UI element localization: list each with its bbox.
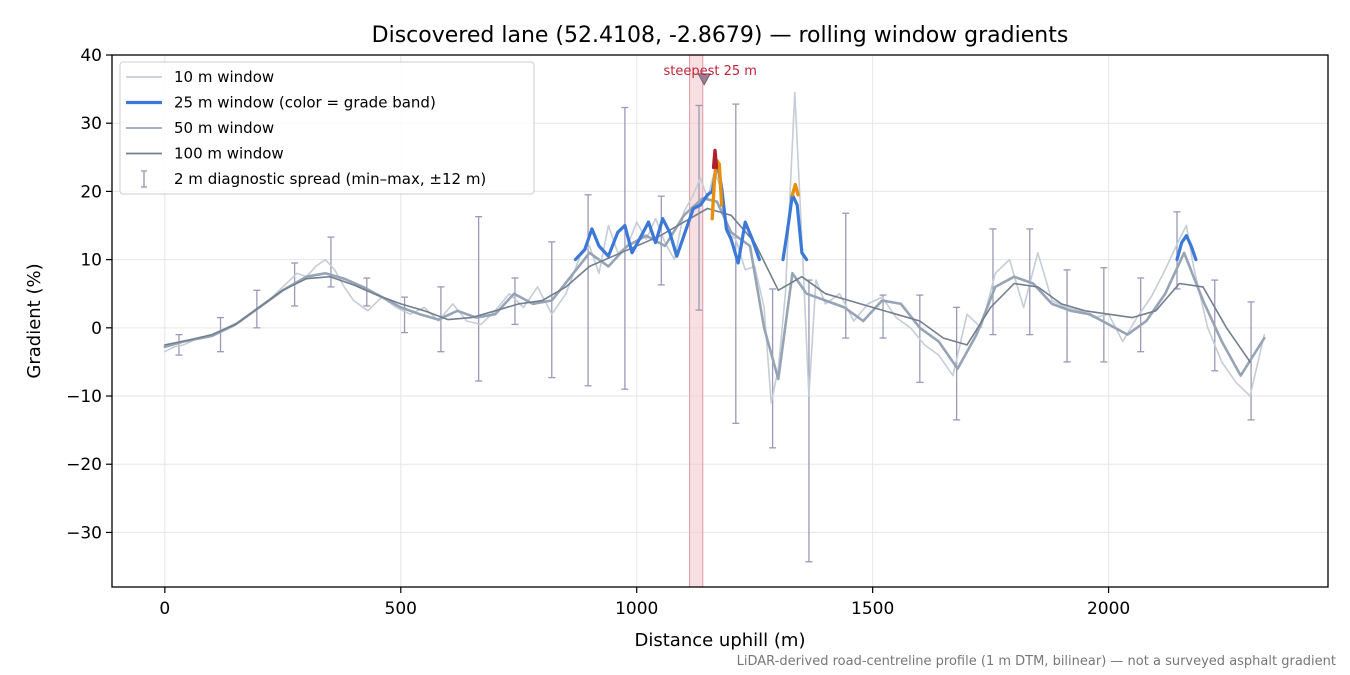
x-tick-label: 0 [159, 599, 170, 619]
plot-area: steepest 25 m 0 500 1000 1500 2000 −30 −20 −10 0 1… [66, 46, 1329, 619]
y-tick-label: −10 [66, 387, 102, 407]
series-25m-line [573, 159, 761, 265]
plot-content [163, 55, 1266, 587]
y-tick-label: −30 [66, 523, 102, 543]
x-tick-label: 500 [385, 599, 417, 619]
y-tick-label: −20 [66, 455, 102, 475]
series-25m-line [781, 193, 809, 262]
series-10m-line [164, 91, 1266, 404]
x-tick-label: 1000 [615, 599, 658, 619]
grade-band-orange-segment [790, 182, 800, 197]
steepest-annotation: steepest 25 m [663, 64, 756, 79]
grade-band-red-segment [711, 148, 719, 170]
x-tick-label: 2000 [1087, 599, 1130, 619]
legend-box [119, 61, 535, 195]
legend-label-w100: 100 m window [174, 145, 284, 163]
legend-label-w10: 10 m window [174, 68, 274, 86]
series-50m-line [163, 196, 1266, 381]
legend-label-err: 2 m diagnostic spread (min–max, ±12 m) [174, 170, 486, 188]
x-axis-label: Distance uphill (m) [635, 630, 806, 651]
y-axis-label: Gradient (%) [24, 263, 45, 378]
footnote: LiDAR-derived road-centreline profile (1… [737, 654, 1336, 669]
legend: 10 m window 25 m window (color = grade ba… [119, 61, 535, 195]
axes-frame [111, 54, 1329, 588]
y-tick-label: 40 [80, 46, 102, 66]
y-tick-label: 0 [91, 319, 102, 339]
steepest-marker [697, 73, 712, 86]
series-25m-line [1175, 234, 1198, 262]
x-tick-label: 1500 [851, 599, 894, 619]
y-tick-label: 30 [80, 114, 102, 134]
y-tick-label: 20 [80, 182, 102, 202]
legend-label-w50: 50 m window [174, 119, 274, 137]
legend-label-w25: 25 m window (color = grade band) [174, 94, 436, 112]
chart-title: Discovered lane (52.4108, -2.8679) — rol… [372, 23, 1069, 48]
steepest-highlight-span [689, 55, 704, 587]
series-100m-line [164, 207, 1251, 363]
y-tick-label: 10 [80, 251, 102, 271]
